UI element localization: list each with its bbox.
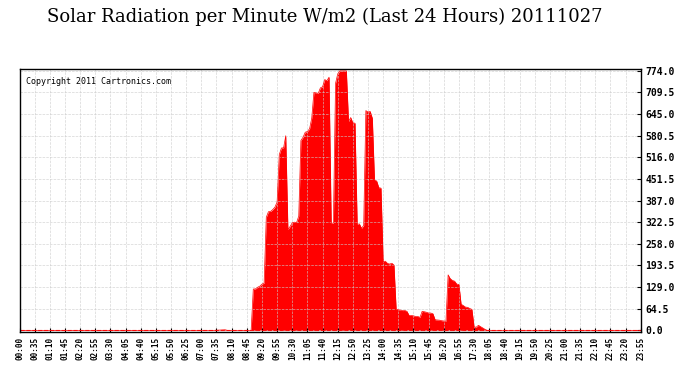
Text: Solar Radiation per Minute W/m2 (Last 24 Hours) 20111027: Solar Radiation per Minute W/m2 (Last 24…	[46, 8, 602, 26]
Text: Copyright 2011 Cartronics.com: Copyright 2011 Cartronics.com	[26, 77, 170, 86]
